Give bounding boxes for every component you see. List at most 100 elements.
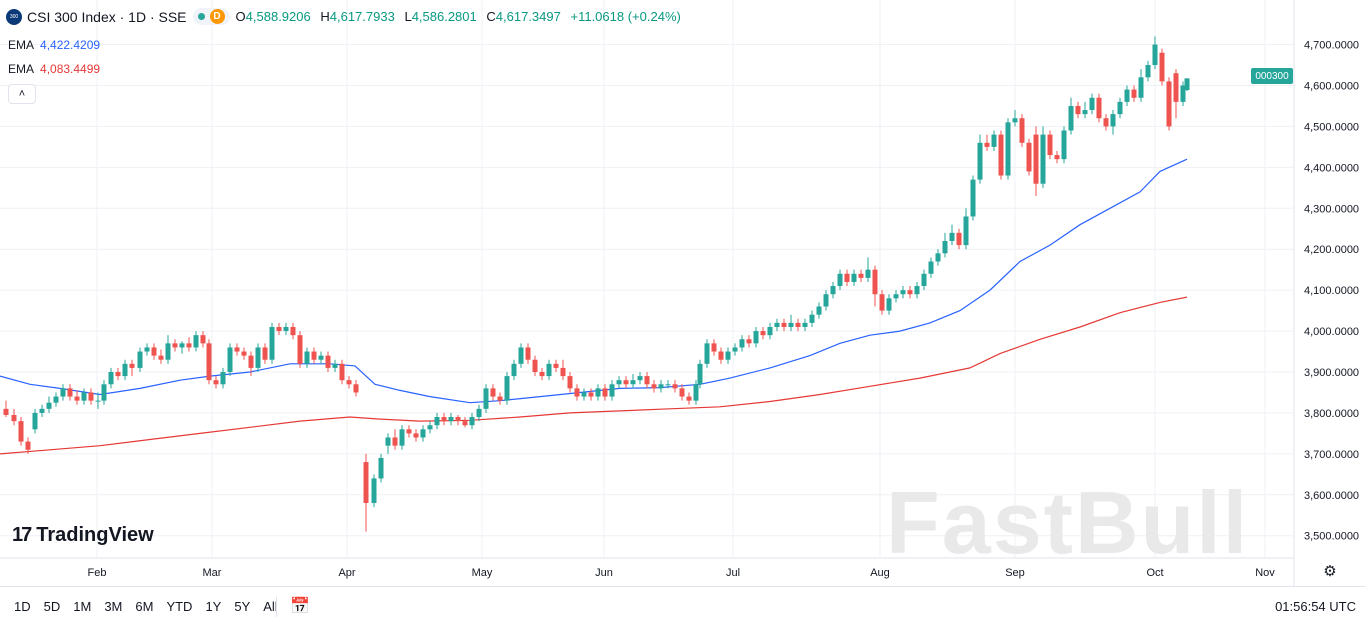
- candle-body: [693, 384, 699, 401]
- price-chart[interactable]: 4,700.0000 4,600.0000 4,500.0000 4,400.0000…: [0, 0, 1365, 586]
- time-tick-label: Aug: [870, 567, 890, 579]
- candle-body: [1061, 130, 1067, 160]
- candle: [434, 412, 440, 430]
- open-value: 4,588.9206: [245, 9, 311, 24]
- candle: [304, 347, 310, 368]
- candle: [476, 404, 482, 422]
- ema-1-value: 4,422.4209: [40, 38, 101, 52]
- candle-body: [718, 351, 724, 360]
- candle-body: [1166, 81, 1172, 127]
- price-tick-label: 4,100.0000: [1304, 285, 1359, 297]
- range-1m[interactable]: 1M: [73, 599, 92, 614]
- time-axis: Feb Mar Apr May Jun Jul Aug Sep Oct Nov: [88, 567, 1276, 579]
- candle: [879, 290, 885, 315]
- candle-body: [560, 367, 566, 377]
- candle: [353, 380, 359, 397]
- candle: [290, 322, 296, 340]
- candle-body: [241, 351, 247, 356]
- candle: [928, 257, 934, 278]
- candle: [774, 318, 780, 332]
- candle: [25, 437, 31, 454]
- candle: [665, 380, 671, 389]
- candle: [732, 343, 738, 356]
- candle-body: [893, 294, 899, 299]
- candle-body: [567, 376, 573, 389]
- ema-indicator-2[interactable]: EMA 4,083.4499: [8, 62, 100, 76]
- range-3m[interactable]: 3M: [104, 599, 123, 614]
- time-tick-label: Sep: [1005, 567, 1025, 579]
- candle: [942, 232, 948, 258]
- range-ytd[interactable]: YTD: [166, 599, 193, 614]
- candle: [886, 294, 892, 315]
- candle-body: [483, 388, 489, 409]
- candle-body: [767, 326, 773, 336]
- candle-body: [616, 380, 622, 385]
- candle: [809, 310, 815, 327]
- high-label: H: [320, 9, 330, 24]
- candle: [1033, 126, 1039, 196]
- time-tick-label: Nov: [1255, 567, 1275, 579]
- symbol-legend: 300 CSI 300 Index · 1D · SSE D O4,588.92…: [6, 8, 687, 25]
- range-1y[interactable]: 1Y: [205, 599, 222, 614]
- ema-1-name: EMA: [8, 38, 35, 52]
- candle-body: [802, 322, 808, 327]
- candle: [371, 474, 377, 508]
- candle: [137, 347, 143, 372]
- candle-body: [686, 396, 692, 401]
- candle: [3, 400, 9, 418]
- chart-settings-gear-icon[interactable]: ⚙: [1323, 563, 1337, 580]
- symbol-title[interactable]: CSI 300 Index · 1D · SSE: [27, 8, 187, 25]
- ema-2-value: 4,083.4499: [40, 62, 101, 76]
- candle-body: [511, 363, 517, 377]
- candle-body: [325, 355, 331, 368]
- candle: [95, 392, 101, 409]
- tradingview-logo[interactable]: 17 TradingView: [12, 524, 154, 547]
- candle-body: [304, 351, 310, 364]
- price-tick-label: 4,500.0000: [1304, 121, 1359, 133]
- candle: [378, 453, 384, 483]
- range-1d[interactable]: 1D: [14, 599, 31, 614]
- candle-body: [39, 408, 45, 413]
- watermark: FastBull: [886, 473, 1250, 572]
- candle-body: [732, 347, 738, 352]
- candle-body: [998, 134, 1004, 176]
- candle-body: [88, 392, 94, 401]
- candle: [318, 351, 324, 364]
- candle: [420, 425, 426, 442]
- candle-body: [795, 322, 801, 327]
- candle: [518, 343, 524, 368]
- candle-body: [1005, 122, 1011, 176]
- candle-body: [672, 384, 678, 389]
- candle-body: [928, 261, 934, 274]
- range-all[interactable]: All: [263, 599, 278, 614]
- candle: [998, 130, 1004, 180]
- candle-body: [546, 363, 552, 377]
- candle-body: [816, 306, 822, 315]
- candle-body: [504, 376, 510, 401]
- candle-body: [977, 142, 983, 180]
- candle-body: [1110, 114, 1116, 127]
- utc-clock[interactable]: 01:56:54 UTC: [1275, 599, 1356, 614]
- candle: [283, 322, 289, 336]
- candle: [753, 326, 759, 348]
- candle-body: [623, 380, 629, 385]
- candle-body: [490, 388, 496, 397]
- candle-body: [907, 290, 913, 295]
- range-5y[interactable]: 5Y: [234, 599, 251, 614]
- range-5d[interactable]: 5D: [43, 599, 61, 614]
- candle: [234, 343, 240, 356]
- range-6m[interactable]: 6M: [135, 599, 154, 614]
- candle-body: [1026, 142, 1032, 172]
- candle-body: [574, 388, 580, 397]
- ema-indicator-1[interactable]: EMA 4,422.4209: [8, 38, 100, 52]
- candle: [746, 335, 752, 348]
- candle: [53, 392, 59, 407]
- candle: [767, 322, 773, 340]
- candle-body: [704, 343, 710, 364]
- candle-body: [95, 400, 101, 402]
- collapse-legend-button[interactable]: ˄: [8, 84, 36, 104]
- candle-body: [392, 437, 398, 446]
- goto-date-icon[interactable]: 📅: [290, 598, 310, 615]
- status-indicators[interactable]: D: [192, 8, 230, 25]
- candle-body: [186, 343, 192, 348]
